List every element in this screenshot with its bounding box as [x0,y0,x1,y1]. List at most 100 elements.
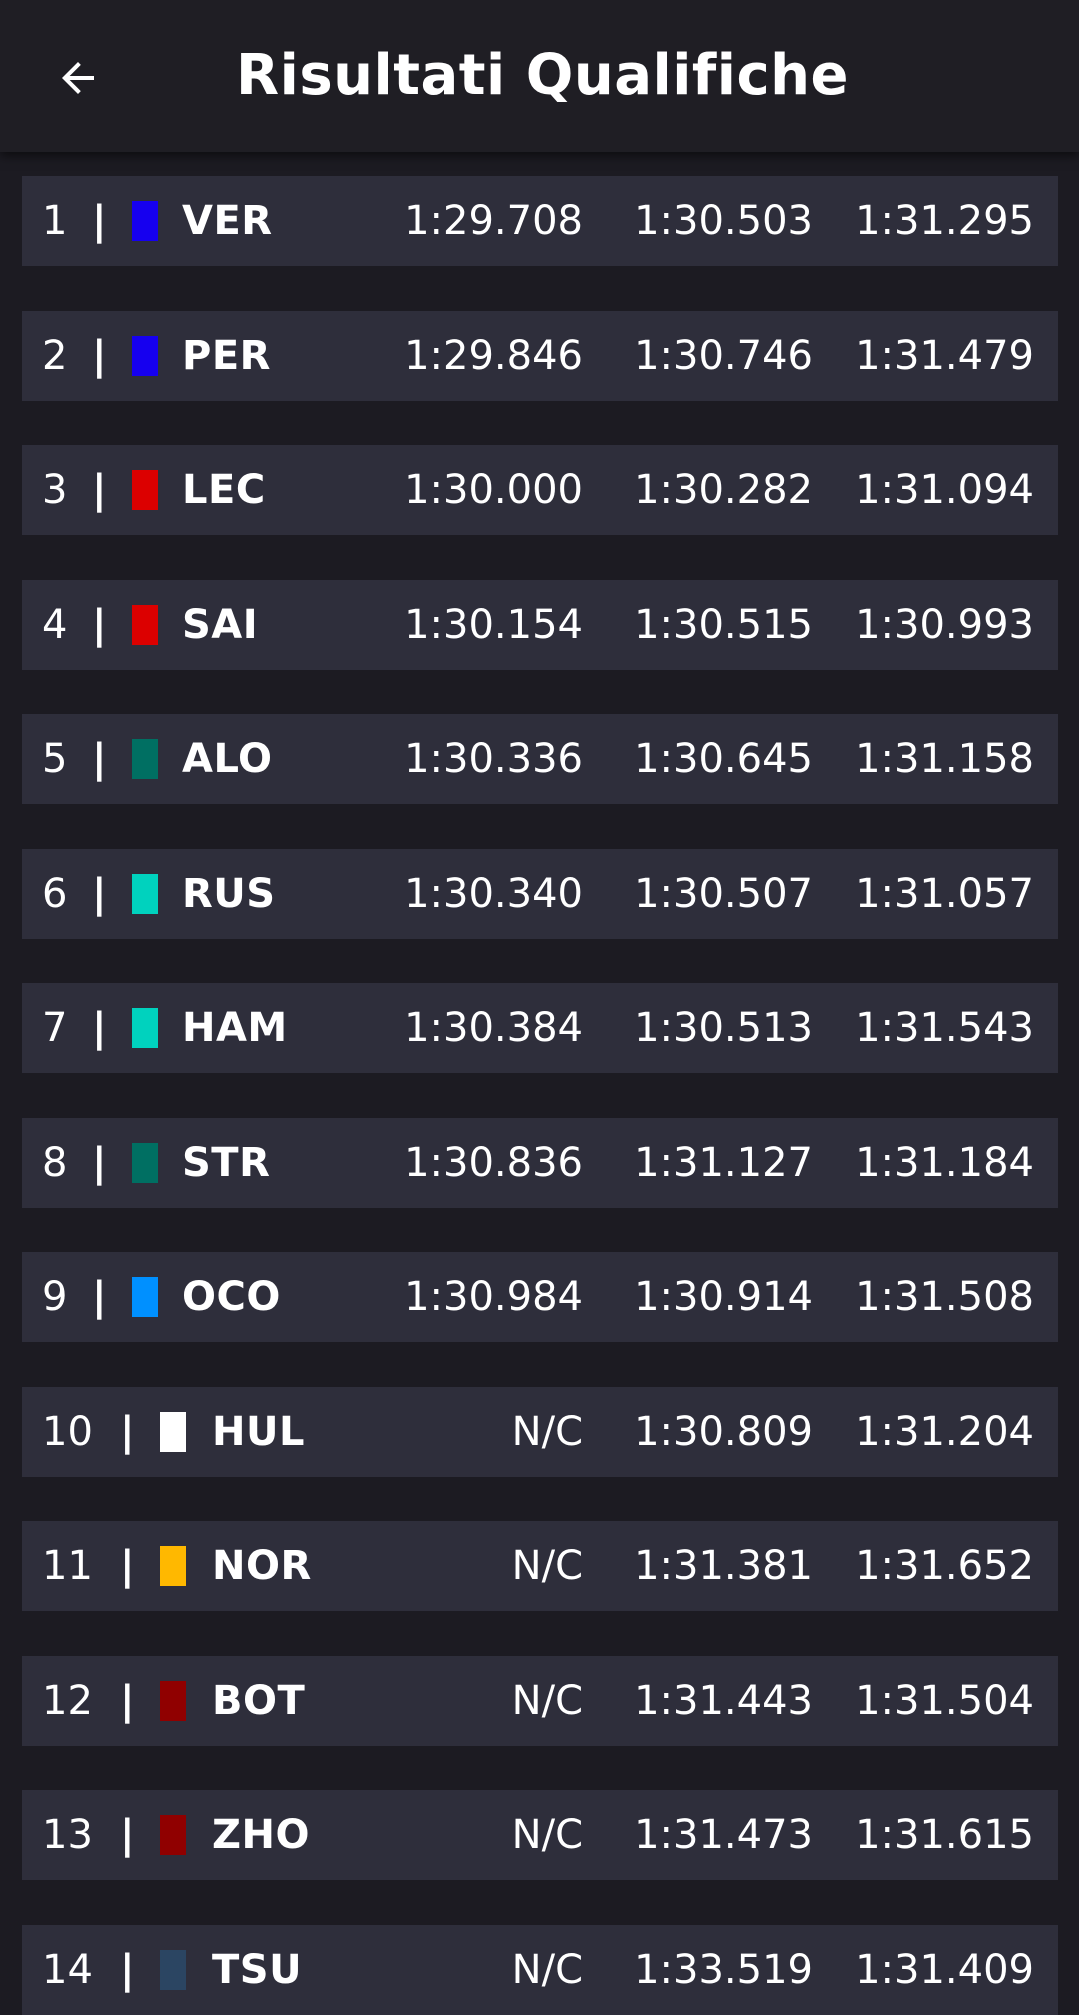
q1-time: N/C [511,1543,583,1589]
driver-code: LEC [182,467,266,513]
arrow-left-icon [62,62,94,94]
q1-time: 1:29.846 [404,333,583,379]
q2-time: 1:31.443 [634,1678,813,1724]
q3-time: 1:31.615 [855,1812,1034,1858]
driver-code: BOT [212,1678,306,1724]
back-button[interactable] [36,36,120,120]
q2-time: 1:30.503 [634,198,813,244]
result-row[interactable]: 9 | OCO 1:30.984 1:30.914 1:31.508 [22,1252,1058,1342]
position-number: 14 [42,1947,93,1993]
q2-time: 1:31.127 [634,1140,813,1186]
separator: | [92,1140,107,1186]
result-row[interactable]: 8 | STR 1:30.836 1:31.127 1:31.184 [22,1118,1058,1208]
q1-time: 1:29.708 [404,198,583,244]
q2-time: 1:30.914 [634,1274,813,1320]
position-number: 9 [42,1274,68,1320]
result-row[interactable]: 2 | PER 1:29.846 1:30.746 1:31.479 [22,311,1058,401]
q2-time: 1:30.746 [634,333,813,379]
q3-time: 1:31.508 [855,1274,1034,1320]
q3-time: 1:31.409 [855,1947,1034,1993]
q3-time: 1:31.479 [855,333,1034,379]
q1-time: 1:30.000 [404,467,583,513]
driver-code: NOR [212,1543,312,1589]
team-color-swatch [132,470,158,510]
result-row[interactable]: 10 | HUL N/C 1:30.809 1:31.204 [22,1387,1058,1477]
q3-time: 1:31.158 [855,736,1034,782]
q3-time: 1:31.204 [855,1409,1034,1455]
q3-time: 1:31.295 [855,198,1034,244]
team-color-swatch [160,1815,186,1855]
q3-time: 1:31.504 [855,1678,1034,1724]
q2-time: 1:31.473 [634,1812,813,1858]
position-number: 1 [42,198,68,244]
result-row[interactable]: 1 | VER 1:29.708 1:30.503 1:31.295 [22,176,1058,266]
q1-time: N/C [511,1947,583,1993]
driver-code: ALO [182,736,273,782]
driver-code: HUL [212,1409,305,1455]
separator: | [92,333,107,379]
result-row[interactable]: 4 | SAI 1:30.154 1:30.515 1:30.993 [22,580,1058,670]
result-row[interactable]: 6 | RUS 1:30.340 1:30.507 1:31.057 [22,849,1058,939]
team-color-swatch [132,336,158,376]
separator: | [92,602,107,648]
result-row[interactable]: 5 | ALO 1:30.336 1:30.645 1:31.158 [22,714,1058,804]
separator: | [92,871,107,917]
position-number: 11 [42,1543,93,1589]
driver-code: VER [182,198,273,244]
position-number: 4 [42,602,68,648]
q3-time: 1:31.543 [855,1005,1034,1051]
q3-time: 1:31.094 [855,467,1034,513]
q2-time: 1:31.381 [634,1543,813,1589]
q1-time: 1:30.984 [404,1274,583,1320]
driver-code: PER [182,333,271,379]
position-number: 10 [42,1409,93,1455]
separator: | [92,1005,107,1051]
app-bar: Risultati Qualifiche [0,0,1079,152]
q3-time: 1:31.652 [855,1543,1034,1589]
driver-code: TSU [212,1947,303,1993]
team-color-swatch [132,1008,158,1048]
position-number: 13 [42,1812,93,1858]
driver-code: STR [182,1140,271,1186]
team-color-swatch [132,1277,158,1317]
result-row[interactable]: 14 | TSU N/C 1:33.519 1:31.409 [22,1925,1058,2015]
team-color-swatch [160,1412,186,1452]
separator: | [120,1409,135,1455]
position-number: 7 [42,1005,68,1051]
q2-time: 1:30.515 [634,602,813,648]
result-row[interactable]: 13 | ZHO N/C 1:31.473 1:31.615 [22,1790,1058,1880]
result-row[interactable]: 7 | HAM 1:30.384 1:30.513 1:31.543 [22,983,1058,1073]
result-row[interactable]: 3 | LEC 1:30.000 1:30.282 1:31.094 [22,445,1058,535]
team-color-swatch [160,1681,186,1721]
q1-time: 1:30.340 [404,871,583,917]
q1-time: 1:30.154 [404,602,583,648]
team-color-swatch [132,201,158,241]
driver-code: ZHO [212,1812,310,1858]
team-color-swatch [160,1546,186,1586]
team-color-swatch [132,1143,158,1183]
separator: | [120,1812,135,1858]
position-number: 2 [42,333,68,379]
q1-time: 1:30.336 [404,736,583,782]
q2-time: 1:30.645 [634,736,813,782]
position-number: 8 [42,1140,68,1186]
driver-code: HAM [182,1005,288,1051]
team-color-swatch [160,1950,186,1990]
driver-code: OCO [182,1274,281,1320]
position-number: 12 [42,1678,93,1724]
team-color-swatch [132,874,158,914]
separator: | [92,198,107,244]
result-row[interactable]: 11 | NOR N/C 1:31.381 1:31.652 [22,1521,1058,1611]
team-color-swatch [132,605,158,645]
result-row[interactable]: 12 | BOT N/C 1:31.443 1:31.504 [22,1656,1058,1746]
driver-code: RUS [182,871,276,917]
position-number: 5 [42,736,68,782]
q1-time: 1:30.384 [404,1005,583,1051]
q1-time: N/C [511,1678,583,1724]
q1-time: N/C [511,1409,583,1455]
position-number: 6 [42,871,68,917]
separator: | [120,1947,135,1993]
separator: | [92,1274,107,1320]
q3-time: 1:30.993 [855,602,1034,648]
q2-time: 1:33.519 [634,1947,813,1993]
